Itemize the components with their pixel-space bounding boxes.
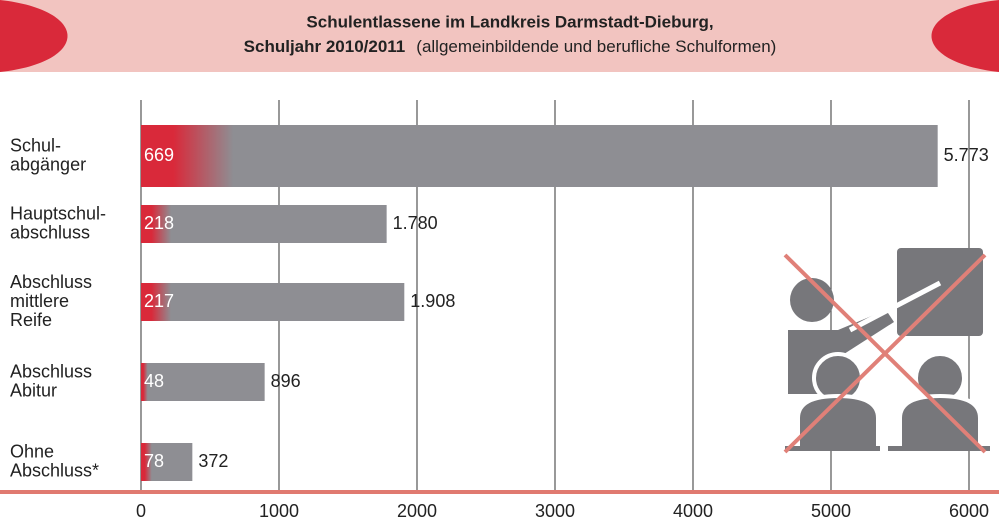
x-tick-label: 2000 <box>397 501 437 521</box>
bar <box>141 205 387 243</box>
x-tick-label: 6000 <box>949 501 989 521</box>
bar <box>141 283 405 321</box>
bar <box>141 125 234 187</box>
data-label: 372 <box>198 451 228 471</box>
y-tick-label: Schul- <box>10 135 61 155</box>
data-label: 48 <box>144 371 164 391</box>
data-label: 1.908 <box>410 291 455 311</box>
y-tick-label: Hauptschul- <box>10 203 106 223</box>
y-tick-label: Abschluss <box>10 272 92 292</box>
y-tick-label: Reife <box>10 310 52 330</box>
y-tick-label: mittlere <box>10 291 69 311</box>
teacher-icon <box>783 248 990 454</box>
x-tick-label: 4000 <box>673 501 713 521</box>
header-decoration <box>931 0 999 72</box>
bar <box>141 363 265 401</box>
chart-title-line: Schuljahr 2010/2011 (allgemeinbildende u… <box>244 37 777 57</box>
y-tick-label: Abitur <box>10 380 57 400</box>
bar <box>141 443 152 481</box>
y-tick-label: Abschluss <box>10 361 92 381</box>
x-tick-label: 3000 <box>535 501 575 521</box>
data-label: 218 <box>144 213 174 233</box>
x-tick-label: 5000 <box>811 501 851 521</box>
data-label: 1.780 <box>393 213 438 233</box>
data-label: 5.773 <box>944 145 989 165</box>
chart-title: Schuljahr 2010/2011 <box>244 37 406 56</box>
bar <box>141 205 172 243</box>
data-label: 669 <box>144 145 174 165</box>
y-tick-label: abschluss <box>10 222 90 242</box>
y-tick-label: abgänger <box>10 154 86 174</box>
bar <box>141 283 171 321</box>
x-tick-label: 1000 <box>259 501 299 521</box>
x-tick-label: 0 <box>136 501 146 521</box>
y-tick-label: Ohne <box>10 441 54 461</box>
data-label: 217 <box>144 291 174 311</box>
y-tick-label: Abschluss* <box>10 460 99 480</box>
header-decoration <box>0 0 68 72</box>
chart-title: Schulentlassene im Landkreis Darmstadt-D… <box>306 12 713 31</box>
chart-subtitle: (allgemeinbildende und berufliche Schulf… <box>416 37 776 56</box>
header-band <box>0 0 999 72</box>
data-label: 78 <box>144 451 164 471</box>
data-label: 896 <box>271 371 301 391</box>
bar <box>141 363 148 401</box>
bar <box>141 125 938 187</box>
